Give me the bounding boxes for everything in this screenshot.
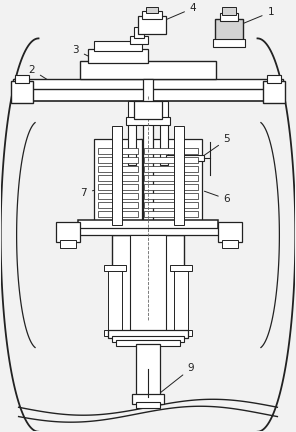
Bar <box>142 11 162 19</box>
Bar <box>72 228 224 235</box>
Bar <box>134 101 162 119</box>
Bar <box>144 211 198 217</box>
Bar <box>98 149 138 155</box>
Bar <box>174 268 188 333</box>
Bar <box>222 7 236 15</box>
Text: 4: 4 <box>160 3 197 22</box>
Bar <box>98 193 138 199</box>
Bar <box>112 235 184 335</box>
Bar <box>218 222 242 242</box>
Bar <box>215 19 242 41</box>
Bar <box>108 330 188 337</box>
Bar <box>13 79 283 89</box>
Bar <box>15 75 28 83</box>
Text: 6: 6 <box>204 191 230 204</box>
Bar <box>170 330 192 336</box>
Bar <box>80 61 216 79</box>
Bar <box>146 7 158 13</box>
Text: 9: 9 <box>154 363 194 397</box>
Bar <box>116 340 180 346</box>
Bar <box>126 117 170 124</box>
Bar <box>57 222 80 242</box>
Bar <box>140 139 202 223</box>
Bar <box>160 101 168 165</box>
Bar <box>108 268 122 333</box>
Bar <box>174 126 184 225</box>
Text: 1: 1 <box>232 7 274 28</box>
Bar <box>98 157 138 163</box>
Bar <box>130 235 166 335</box>
Bar <box>144 175 198 181</box>
Bar <box>112 336 184 342</box>
Bar <box>98 202 138 208</box>
Bar <box>144 166 198 172</box>
Text: 7: 7 <box>80 186 110 198</box>
Bar <box>13 89 283 101</box>
Bar <box>222 240 238 248</box>
Text: 5: 5 <box>202 134 230 157</box>
Bar <box>220 13 238 21</box>
Bar <box>78 220 218 230</box>
Bar <box>132 394 164 404</box>
Text: 2: 2 <box>28 65 53 83</box>
Bar <box>130 36 148 44</box>
Bar <box>138 16 166 34</box>
Bar <box>128 101 136 165</box>
Bar <box>94 139 142 223</box>
Bar <box>144 157 198 163</box>
Bar <box>104 265 126 271</box>
Bar <box>94 41 142 51</box>
Bar <box>268 75 281 83</box>
Bar <box>144 184 198 190</box>
Bar <box>143 79 153 258</box>
Bar <box>88 49 148 63</box>
Bar <box>263 81 285 103</box>
Bar <box>98 175 138 181</box>
Bar <box>144 193 198 199</box>
Bar <box>166 156 204 162</box>
Bar <box>98 184 138 190</box>
Bar <box>60 240 76 248</box>
Bar <box>213 39 244 47</box>
Bar <box>136 343 160 398</box>
Bar <box>104 330 126 336</box>
Bar <box>144 149 198 155</box>
Bar <box>11 81 33 103</box>
Bar <box>98 166 138 172</box>
Bar <box>112 126 122 225</box>
Text: 3: 3 <box>72 45 106 65</box>
Bar <box>136 402 160 408</box>
Bar <box>98 211 138 217</box>
Bar <box>170 265 192 271</box>
Bar <box>134 27 144 38</box>
Bar <box>144 202 198 208</box>
